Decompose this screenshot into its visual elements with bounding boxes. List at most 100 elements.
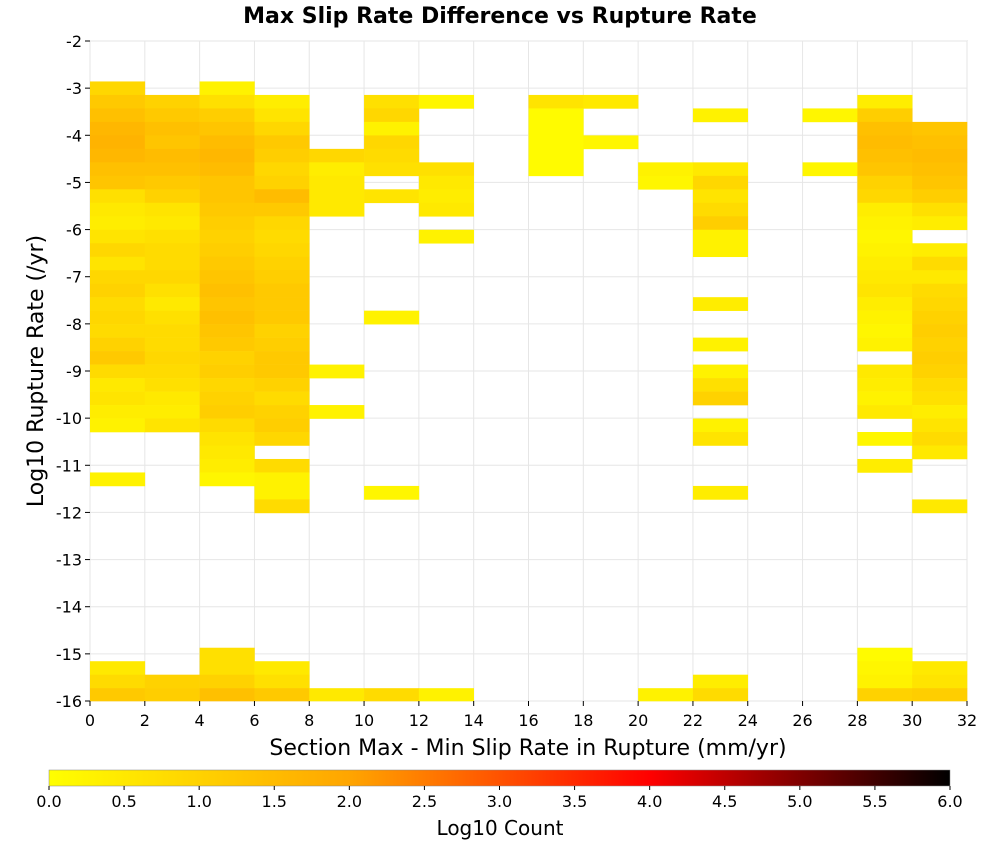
heatmap-cell <box>912 351 968 365</box>
heatmap-cell <box>857 283 913 298</box>
heatmap-cell <box>692 175 749 190</box>
colorbar-tick-label: 5.5 <box>862 792 887 811</box>
heatmap-cell <box>912 674 968 689</box>
heatmap-cell <box>90 472 146 487</box>
x-tick-label: 12 <box>409 711 429 730</box>
x-tick-label: 14 <box>464 711 484 730</box>
heatmap-cell <box>199 405 255 419</box>
heatmap-cell <box>199 688 255 702</box>
heatmap-cell <box>912 337 968 352</box>
heatmap-cell <box>692 485 749 500</box>
colorbar-tick-label: 1.0 <box>186 792 211 811</box>
x-tick-label: 18 <box>573 711 593 730</box>
heatmap-cell <box>254 458 310 473</box>
x-tick-label: 20 <box>628 711 648 730</box>
heatmap-cell <box>199 243 255 258</box>
heatmap-cell <box>90 162 146 177</box>
heatmap-cell <box>199 337 255 352</box>
heatmap-cell <box>638 162 694 177</box>
heatmap-cell <box>90 297 146 311</box>
heatmap-cell <box>254 324 310 338</box>
heatmap-cell <box>692 337 749 352</box>
heatmap-cell <box>254 499 310 514</box>
heatmap-cell <box>802 108 858 123</box>
heatmap-cell <box>144 674 200 689</box>
y-tick-label: -13 <box>56 551 82 570</box>
heatmap-cell <box>144 378 200 392</box>
x-axis-ticks: 0 2 4 6 8 10 12 14 16 18 20 22 24 26 28 30 32 <box>85 701 977 730</box>
heatmap-cell <box>857 391 913 406</box>
heatmap-cell <box>199 458 255 473</box>
heatmap-cell <box>144 337 200 352</box>
x-tick-label: 2 <box>140 711 150 730</box>
heatmap-cell <box>309 688 365 702</box>
heatmap-cell <box>144 121 200 136</box>
heatmap-cell <box>254 688 310 702</box>
heatmap-cell <box>364 94 420 109</box>
heatmap-cell <box>144 189 200 204</box>
heatmap-cell <box>144 391 200 406</box>
heatmap-cells <box>90 81 968 702</box>
heatmap-cell <box>254 405 310 419</box>
heatmap-cell <box>199 445 255 460</box>
heatmap-cell <box>912 283 968 298</box>
colorbar-tick-label: 0.5 <box>111 792 136 811</box>
heatmap-cell <box>254 432 310 446</box>
heatmap-cell <box>364 162 420 177</box>
heatmap-cell <box>90 148 146 163</box>
heatmap-cell <box>144 175 200 190</box>
heatmap-cell <box>857 175 913 190</box>
colorbar-tick-label: 4.5 <box>712 792 737 811</box>
heatmap-cell <box>144 283 200 298</box>
heatmap-cell <box>254 270 310 284</box>
heatmap-cell <box>912 148 968 163</box>
heatmap-cell <box>912 661 968 675</box>
x-axis-label: Section Max - Min Slip Rate in Rupture (… <box>269 736 786 761</box>
heatmap-cell <box>692 378 749 392</box>
x-tick-label: 8 <box>304 711 314 730</box>
heatmap-cell <box>144 216 200 231</box>
heatmap-cell <box>254 94 310 109</box>
heatmap-cell <box>857 378 913 392</box>
heatmap-cell <box>254 485 310 500</box>
heatmap-cell <box>199 391 255 406</box>
x-tick-label: 26 <box>792 711 812 730</box>
colorbar-tick-label: 4.0 <box>637 792 662 811</box>
heatmap-cell <box>528 135 584 150</box>
heatmap-cell <box>199 674 255 689</box>
x-tick-label: 24 <box>738 711 758 730</box>
heatmap-cell <box>90 270 146 284</box>
heatmap-cell <box>254 135 310 150</box>
heatmap-cell <box>912 688 968 702</box>
heatmap-cell <box>418 94 474 109</box>
heatmap-cell <box>90 378 146 392</box>
heatmap-cell <box>857 337 913 352</box>
heatmap-cell <box>857 364 913 379</box>
heatmap-cell <box>254 148 310 163</box>
heatmap-cell <box>199 189 255 204</box>
heatmap-cell <box>199 661 255 675</box>
y-tick-label: -14 <box>56 598 82 617</box>
heatmap-cell <box>912 162 968 177</box>
heatmap-cell <box>912 310 968 325</box>
heatmap-cell <box>90 94 146 109</box>
heatmap-cell <box>528 94 584 109</box>
heatmap-cell <box>309 162 365 177</box>
heatmap-cell <box>857 94 913 109</box>
heatmap-cell <box>144 108 200 123</box>
heatmap-cell <box>857 688 913 702</box>
heatmap-cell <box>254 283 310 298</box>
heatmap-cell <box>144 324 200 338</box>
heatmap-cell <box>254 310 310 325</box>
heatmap-cell <box>692 418 749 433</box>
heatmap-cell <box>912 175 968 190</box>
heatmap-cell <box>144 297 200 311</box>
heatmap-cell <box>912 270 968 284</box>
heatmap-cell <box>254 202 310 217</box>
heatmap-cell <box>912 216 968 231</box>
heatmap-cell <box>418 175 474 190</box>
heatmap-cell <box>857 405 913 419</box>
heatmap-cell <box>144 270 200 284</box>
heatmap-cell <box>912 405 968 419</box>
